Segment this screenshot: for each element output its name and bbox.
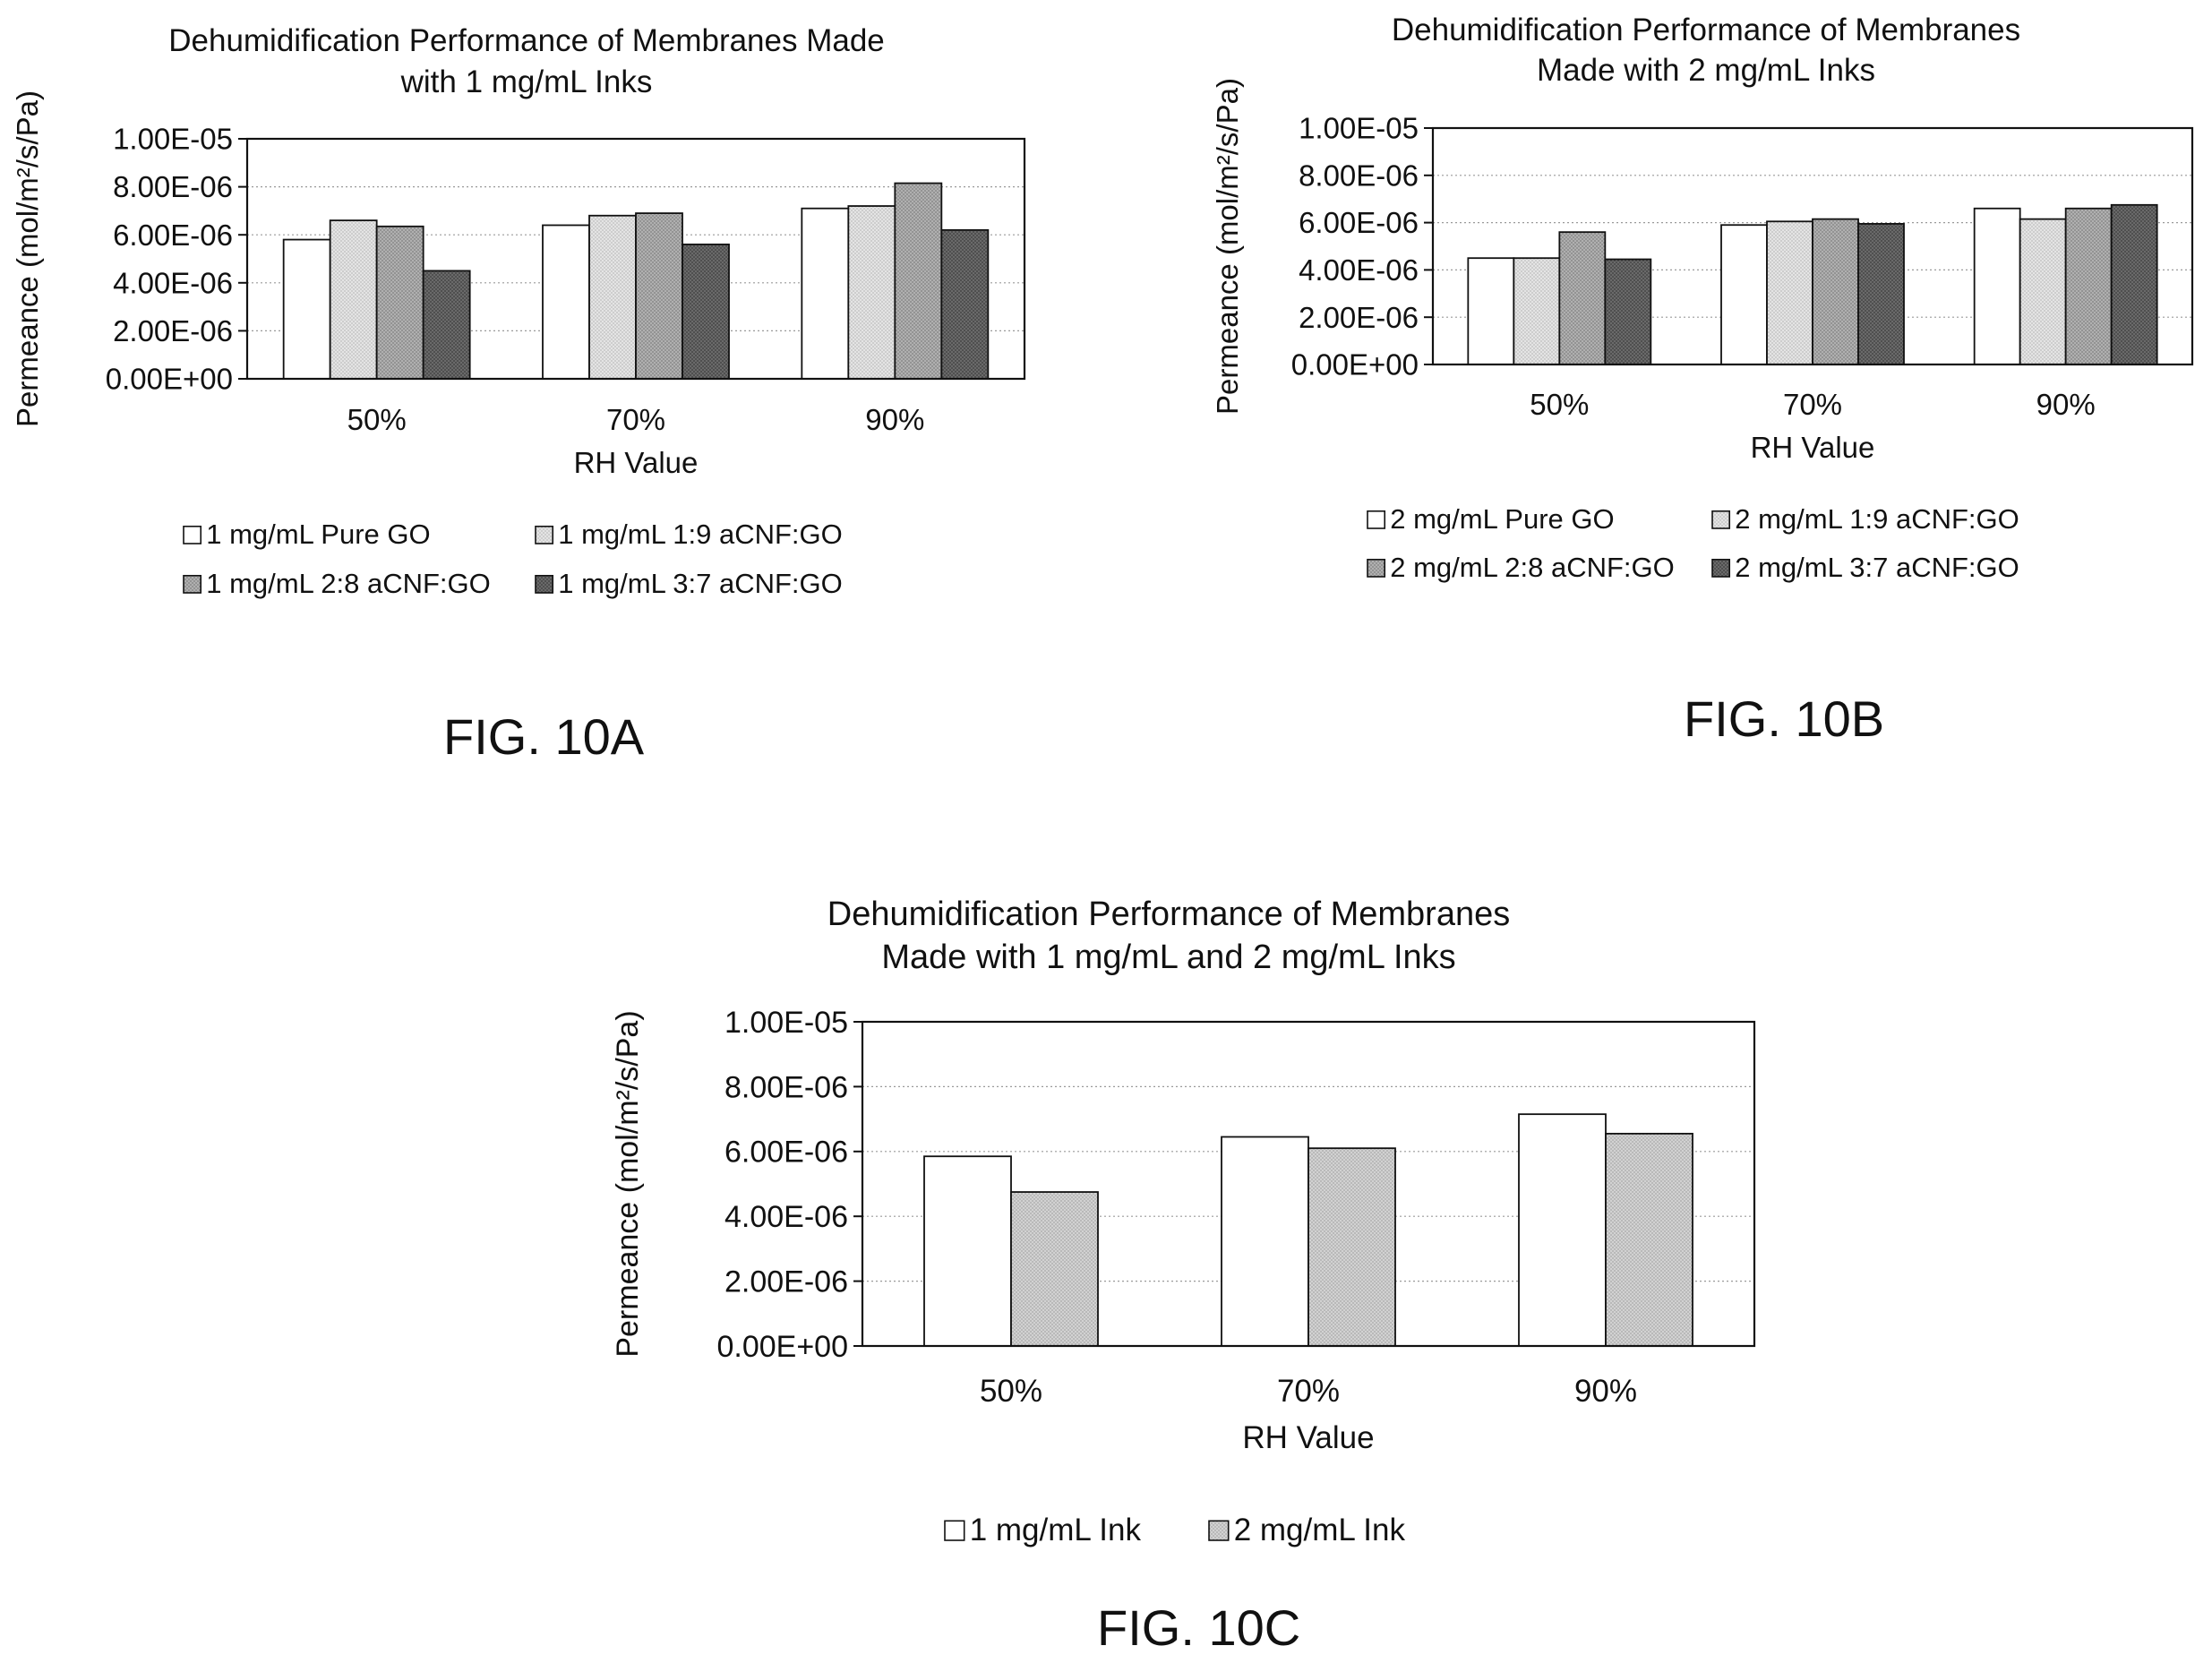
y-tick-label: 2.00E-06 <box>113 314 233 347</box>
bar-1 <box>542 224 590 380</box>
bar-4 <box>2110 203 2158 365</box>
bar-1 <box>1221 1136 1309 1347</box>
legend-entry: 1 mg/mL 2:8 aCNF:GO <box>206 568 491 599</box>
plot-area-frame <box>861 1020 1756 1348</box>
x-category-label: 90% <box>1574 1374 1637 1409</box>
chart-2: Dehumidification Performance of Membrane… <box>1211 13 2194 583</box>
x-category-label: 50% <box>980 1374 1042 1409</box>
legend-entry: 2 mg/mL 1:9 aCNF:GO <box>1735 503 2019 535</box>
x-category-label: 50% <box>1530 388 1589 421</box>
legend-swatch <box>535 525 554 544</box>
y-axis-label: Permeance (mol/m²/s/Pa) <box>611 1010 645 1357</box>
legend-swatch <box>1208 1520 1230 1541</box>
x-category-label: 50% <box>347 403 407 436</box>
chart-title-line: Dehumidification Performance of Membrane… <box>827 896 1510 933</box>
y-tick-label: 4.00E-06 <box>1299 253 1419 287</box>
legend-swatch <box>944 1520 965 1541</box>
chart-title-line: Dehumidification Performance of Membrane… <box>1392 13 2020 47</box>
bar-2 <box>1010 1191 1099 1347</box>
x-axis-label: RH Value <box>574 446 699 479</box>
legend-swatch <box>183 525 202 544</box>
y-tick-label: 0.00E+00 <box>716 1330 848 1364</box>
x-category-label: 70% <box>606 403 665 436</box>
bar-2 <box>2019 218 2067 365</box>
bar-2 <box>1605 1132 1693 1347</box>
bar-1 <box>1973 207 2021 365</box>
bar-1 <box>282 238 331 380</box>
bar-2 <box>1307 1147 1396 1347</box>
x-category-label: 70% <box>1783 388 1842 421</box>
plot-area-frame <box>1431 126 2194 366</box>
bar-2 <box>1766 220 1813 365</box>
bar-3 <box>635 212 683 380</box>
y-tick-label: 2.00E-06 <box>724 1265 848 1299</box>
y-tick-label: 1.00E-05 <box>724 1006 848 1040</box>
x-axis-label: RH Value <box>1751 431 1875 464</box>
y-tick-label: 1.00E-05 <box>113 123 233 156</box>
legend-swatch <box>183 574 202 594</box>
y-tick-label: 8.00E-06 <box>724 1070 848 1104</box>
bar-4 <box>1604 258 1652 365</box>
y-tick-label: 8.00E-06 <box>113 170 233 203</box>
bar-1 <box>801 207 850 380</box>
figure-label-10b: FIG. 10B <box>1684 690 1885 747</box>
x-category-label: 90% <box>865 403 924 436</box>
bar-4 <box>682 244 730 380</box>
bar-4 <box>1857 223 1905 365</box>
legend-entry: 2 mg/mL 2:8 aCNF:GO <box>1390 552 1675 583</box>
x-category-label: 90% <box>2036 388 2096 421</box>
legend-entry: 1 mg/mL Ink <box>970 1513 1142 1547</box>
legend-entry: 1 mg/mL 3:7 aCNF:GO <box>558 568 843 599</box>
figure-label-10a: FIG. 10A <box>443 708 645 765</box>
chart-title-line: with 1 mg/mL Inks <box>400 64 653 99</box>
y-tick-label: 1.00E-05 <box>1299 112 1419 145</box>
bar-2 <box>847 205 896 380</box>
y-axis-label: Permeance (mol/m²/s/Pa) <box>11 90 44 427</box>
bar-2 <box>588 214 637 380</box>
legend-swatch <box>1367 510 1386 529</box>
legend-entry: 2 mg/mL Ink <box>1234 1513 1406 1547</box>
y-tick-label: 6.00E-06 <box>724 1136 848 1170</box>
chart-1: Dehumidification Performance of Membrane… <box>11 23 1026 599</box>
x-axis-label: RH Value <box>1242 1420 1374 1455</box>
y-tick-label: 4.00E-06 <box>113 266 233 299</box>
legend-entry: 2 mg/mL 3:7 aCNF:GO <box>1735 552 2019 583</box>
y-tick-label: 8.00E-06 <box>1299 159 1419 192</box>
bar-3 <box>375 225 424 380</box>
legend-swatch <box>535 574 554 594</box>
y-tick-label: 0.00E+00 <box>106 363 233 396</box>
y-tick-label: 0.00E+00 <box>1291 348 1419 381</box>
bar-1 <box>1518 1113 1607 1347</box>
y-tick-label: 2.00E-06 <box>1299 301 1419 334</box>
legend-swatch <box>1711 558 1731 578</box>
legend-entry: 1 mg/mL Pure GO <box>206 519 430 550</box>
chart-title-line: Made with 1 mg/mL and 2 mg/mL Inks <box>881 939 1455 976</box>
y-tick-label: 6.00E-06 <box>1299 206 1419 239</box>
x-category-label: 70% <box>1277 1374 1340 1409</box>
plot-area-frame <box>245 137 1026 381</box>
chart-title-line: Dehumidification Performance of Membrane… <box>168 23 885 58</box>
figure-label-10c: FIG. 10C <box>1097 1599 1301 1656</box>
y-axis-label: Permeance (mol/m²/s/Pa) <box>1211 78 1244 415</box>
bar-3 <box>2064 207 2113 365</box>
bar-1 <box>923 1155 1012 1347</box>
bar-2 <box>329 219 378 380</box>
chart-title-line: Made with 2 mg/mL Inks <box>1537 53 1875 88</box>
y-tick-label: 4.00E-06 <box>724 1200 848 1234</box>
bar-1 <box>1720 224 1768 365</box>
legend-entry: 1 mg/mL 1:9 aCNF:GO <box>558 519 843 550</box>
bar-3 <box>894 182 943 380</box>
bar-4 <box>422 270 471 380</box>
y-tick-label: 6.00E-06 <box>113 219 233 252</box>
bar-2 <box>1513 257 1561 365</box>
chart-3: Dehumidification Performance of Membrane… <box>611 896 1756 1547</box>
bar-1 <box>1467 257 1515 365</box>
legend-swatch <box>1711 510 1731 529</box>
bar-3 <box>1558 231 1607 365</box>
bar-3 <box>1812 218 1859 365</box>
legend-swatch <box>1367 558 1386 578</box>
bar-4 <box>940 228 990 380</box>
legend-entry: 2 mg/mL Pure GO <box>1390 503 1614 535</box>
